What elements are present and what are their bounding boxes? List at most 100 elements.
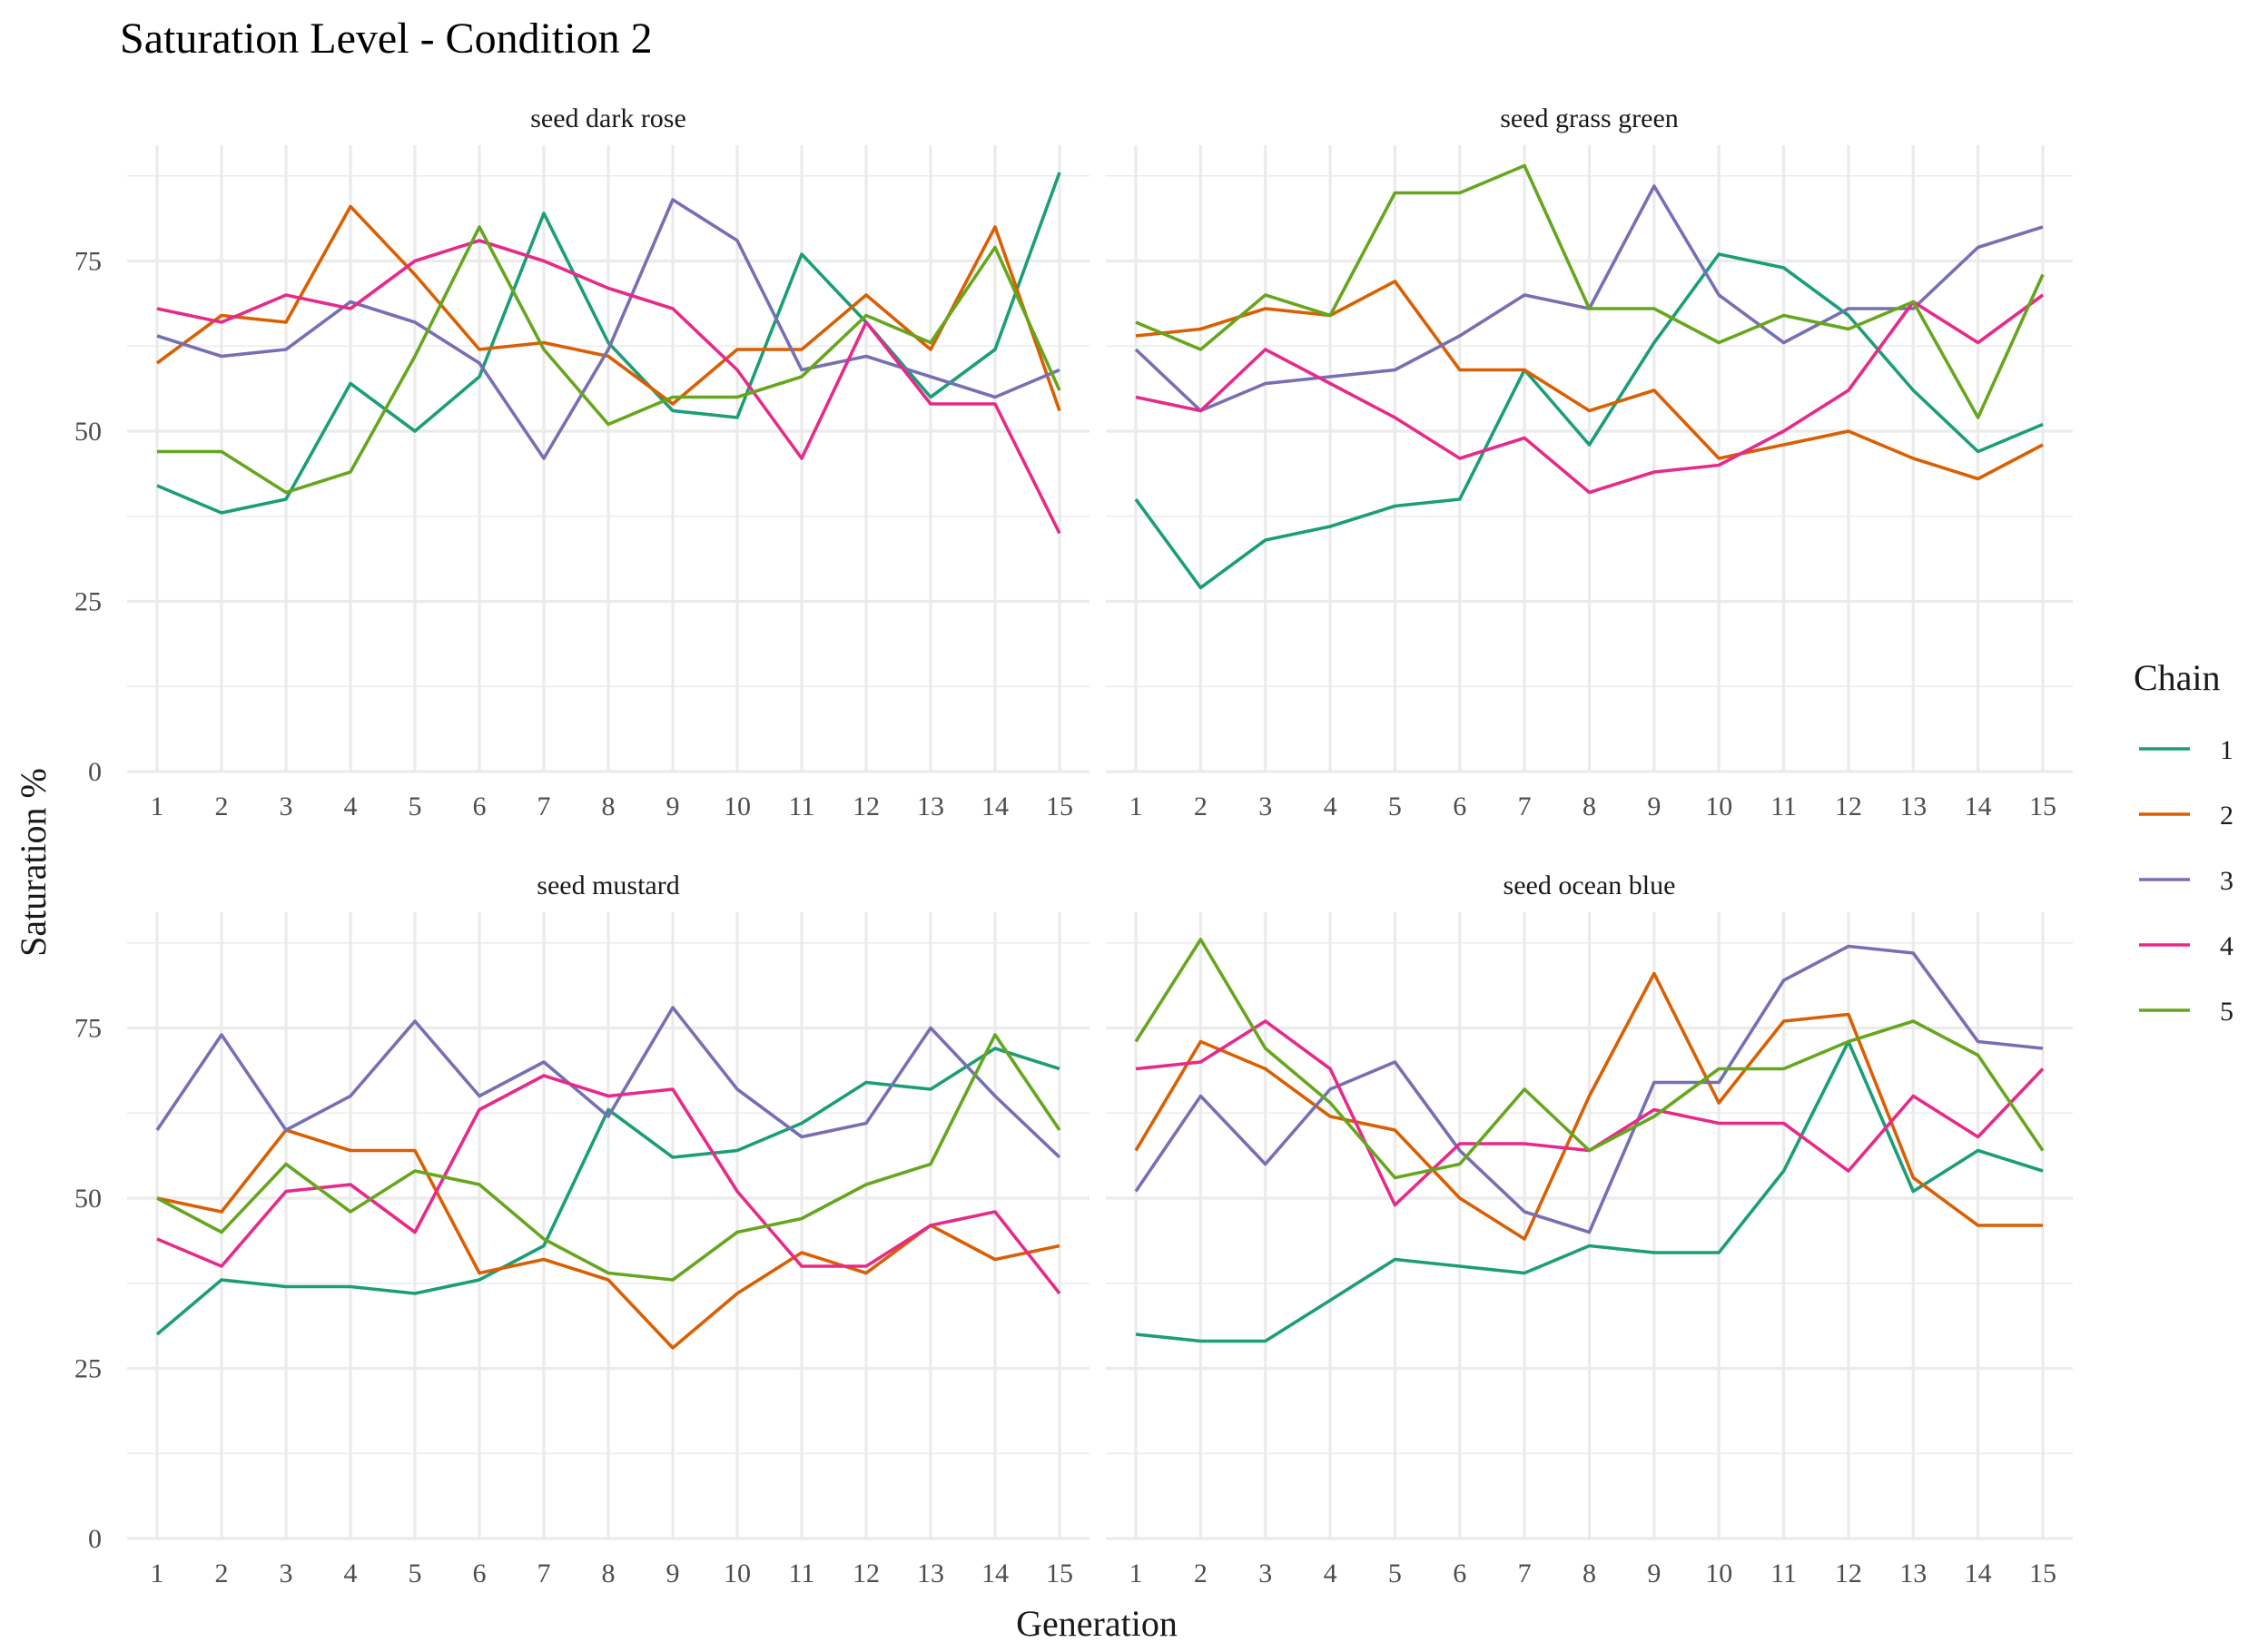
series-line-chain-5 xyxy=(157,225,1061,495)
x-tick-label: 3 xyxy=(1258,1559,1272,1588)
x-tick-label: 5 xyxy=(409,1559,422,1588)
x-tick-label: 2 xyxy=(215,792,229,821)
x-tick-label: 14 xyxy=(981,792,1009,821)
x-tick-label: 13 xyxy=(917,792,944,821)
series-line-chain-1 xyxy=(1134,252,2044,590)
x-tick-label: 10 xyxy=(724,792,751,821)
x-tick-label: 8 xyxy=(602,792,616,821)
x-axis-title: Generation xyxy=(1016,1603,1178,1644)
series-line-chain-1 xyxy=(1135,1039,2044,1343)
x-tick-label: 10 xyxy=(724,1559,751,1588)
x-tick-label: 7 xyxy=(1518,1559,1532,1588)
x-tick-label: 6 xyxy=(1453,1559,1466,1588)
x-tick-label: 6 xyxy=(473,792,487,821)
facet-label: seed ocean blue xyxy=(1504,870,1676,900)
chart-title: Saturation Level - Condition 2 xyxy=(120,15,653,63)
facet-label: seed grass green xyxy=(1500,103,1679,133)
x-tick-label: 15 xyxy=(2029,1559,2056,1588)
x-tick-label: 12 xyxy=(1835,1559,1862,1588)
x-tick-label: 13 xyxy=(1899,792,1927,821)
series-line-chain-1 xyxy=(155,1047,1060,1336)
x-tick-label: 8 xyxy=(1583,1559,1596,1588)
x-tick-label: 3 xyxy=(280,792,293,821)
legend-label-chain-5: 5 xyxy=(2220,997,2233,1027)
x-tick-label: 6 xyxy=(473,1559,487,1588)
series-line-chain-4 xyxy=(156,239,1061,535)
y-tick-label: 50 xyxy=(74,1184,102,1214)
x-tick-label: 12 xyxy=(853,1559,880,1588)
x-tick-label: 4 xyxy=(1324,1559,1337,1588)
x-tick-label: 11 xyxy=(1770,792,1797,821)
x-tick-label: 1 xyxy=(1129,1559,1143,1588)
x-tick-label: 6 xyxy=(1453,792,1466,821)
x-tick-label: 10 xyxy=(1705,792,1732,821)
x-tick-label: 11 xyxy=(1770,1559,1797,1588)
x-tick-label: 9 xyxy=(666,1559,680,1588)
series-line-chain-2 xyxy=(1135,280,2044,481)
legend: Chain 1 2 3 4 5 xyxy=(2134,657,2233,1027)
x-tick-label: 9 xyxy=(1647,792,1661,821)
y-axis-title: Saturation % xyxy=(13,768,54,957)
y-tick-label: 0 xyxy=(88,1524,102,1554)
legend-label-chain-1: 1 xyxy=(2220,735,2233,765)
y-tick-label: 0 xyxy=(88,757,102,787)
x-tick-label: 9 xyxy=(1647,1559,1661,1588)
series-line-chain-3 xyxy=(155,1006,1061,1159)
series-line-chain-5 xyxy=(1135,163,2045,419)
x-tick-label: 3 xyxy=(1258,792,1272,821)
x-tick-label: 15 xyxy=(1046,1559,1073,1588)
x-tick-label: 15 xyxy=(2029,792,2056,821)
x-tick-label: 14 xyxy=(1965,1559,1992,1588)
x-tick-label: 12 xyxy=(1835,792,1862,821)
x-tick-label: 9 xyxy=(666,792,680,821)
x-tick-label: 2 xyxy=(1194,792,1208,821)
x-tick-label: 4 xyxy=(1324,792,1337,821)
series-line-chain-5 xyxy=(156,1033,1061,1282)
x-tick-label: 13 xyxy=(917,1559,944,1588)
legend-title: Chain xyxy=(2134,657,2221,698)
y-tick-label: 25 xyxy=(74,1354,102,1384)
x-tick-label: 8 xyxy=(1583,792,1596,821)
legend-label-chain-4: 4 xyxy=(2220,931,2233,961)
series-line-chain-4 xyxy=(1135,293,2045,495)
y-tick-label: 75 xyxy=(74,247,102,277)
x-tick-label: 14 xyxy=(1965,792,1992,821)
y-tick-label: 50 xyxy=(74,417,102,447)
x-tick-label: 4 xyxy=(344,1559,358,1588)
y-tick-label: 75 xyxy=(74,1014,102,1044)
x-tick-label: 13 xyxy=(1899,1559,1927,1588)
x-tick-label: 5 xyxy=(409,792,422,821)
x-tick-label: 1 xyxy=(151,792,164,821)
x-tick-label: 2 xyxy=(215,1559,229,1588)
x-tick-label: 12 xyxy=(853,792,880,821)
x-tick-label: 10 xyxy=(1705,1559,1732,1588)
x-tick-label: 11 xyxy=(789,1559,815,1588)
series-line-chain-1 xyxy=(156,172,1061,515)
x-tick-label: 1 xyxy=(151,1559,164,1588)
facet-label: seed dark rose xyxy=(530,103,686,133)
y-tick-label: 25 xyxy=(74,587,102,617)
x-tick-label: 5 xyxy=(1388,1559,1402,1588)
series-line-chain-2 xyxy=(156,1128,1060,1350)
x-tick-label: 8 xyxy=(602,1559,616,1588)
legend-label-chain-2: 2 xyxy=(2220,801,2233,831)
x-tick-label: 7 xyxy=(1518,792,1532,821)
x-tick-label: 2 xyxy=(1194,1559,1208,1588)
x-tick-label: 7 xyxy=(537,1559,551,1588)
series-line-chain-5 xyxy=(1134,938,2045,1180)
x-tick-label: 14 xyxy=(981,1559,1009,1588)
series-line-chain-3 xyxy=(1134,944,2044,1234)
x-tick-label: 3 xyxy=(280,1559,293,1588)
x-tick-label: 5 xyxy=(1388,792,1402,821)
facet-label: seed mustard xyxy=(537,870,679,900)
x-tick-label: 4 xyxy=(344,792,358,821)
x-tick-label: 1 xyxy=(1129,792,1143,821)
x-tick-label: 15 xyxy=(1046,792,1073,821)
series-line-chain-4 xyxy=(156,1074,1061,1295)
